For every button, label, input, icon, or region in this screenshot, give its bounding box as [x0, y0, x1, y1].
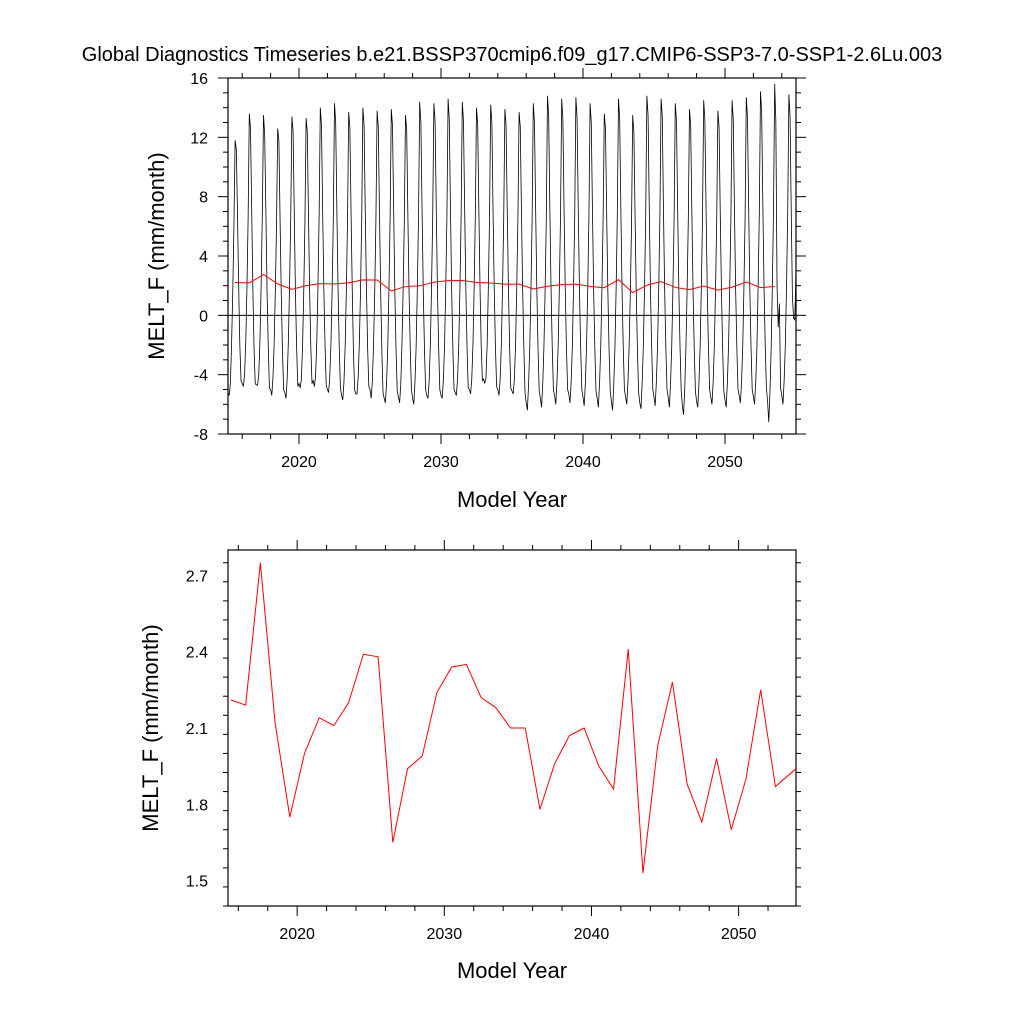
monthly-line: [227, 83, 797, 423]
top-series: [227, 83, 797, 423]
top-panel: 2020 2030 2040 2050 -8 -4 0 4 8 12 16 Model Year M…: [144, 68, 806, 512]
bottom-y-axis-title: MELT_F (mm/month): [138, 624, 163, 831]
y-tick-label: 4: [199, 249, 208, 266]
y-tick-label: 1.8: [186, 797, 208, 814]
x-tick-label: 2050: [721, 926, 757, 943]
top-ticks: 2020 2030 2040 2050 -8 -4 0 4 8 12 16: [190, 68, 806, 471]
x-tick-label: 2050: [707, 454, 743, 471]
x-tick-label: 2040: [565, 454, 601, 471]
x-tick-label: 2020: [281, 454, 317, 471]
y-tick-label: 1.5: [186, 874, 208, 891]
annual-mean-line: [235, 273, 775, 294]
y-tick-label: 12: [190, 130, 208, 147]
y-tick-label: 2.4: [186, 645, 208, 662]
top-x-axis-title: Model Year: [457, 487, 567, 512]
y-tick-label: 2.1: [186, 721, 208, 738]
y-tick-label: -4: [194, 368, 208, 385]
y-tick-label: 0: [199, 308, 208, 325]
bottom-series: [230, 562, 797, 873]
bottom-panel: 2020 2030 2040 2050 1.5 1.8 2.1 2.4 2.7 Model Ye…: [138, 540, 801, 983]
y-tick-label: 2.7: [186, 568, 208, 585]
y-tick-label: 8: [199, 190, 208, 207]
bottom-x-axis-title: Model Year: [457, 958, 567, 983]
chart-title: Global Diagnostics Timeseries b.e21.BSSP…: [81, 44, 943, 66]
x-tick-label: 2030: [423, 454, 459, 471]
x-tick-label: 2020: [279, 926, 315, 943]
annual-mean-line: [230, 562, 797, 873]
y-tick-label: -8: [194, 427, 208, 444]
bottom-plot-frame: [227, 549, 797, 907]
bottom-ticks: 2020 2030 2040 2050 1.5 1.8 2.1 2.4 2.7: [186, 540, 801, 943]
x-tick-label: 2040: [574, 926, 610, 943]
x-tick-label: 2030: [427, 926, 463, 943]
y-tick-label: 16: [190, 71, 208, 88]
top-y-axis-title: MELT_F (mm/month): [144, 152, 169, 359]
